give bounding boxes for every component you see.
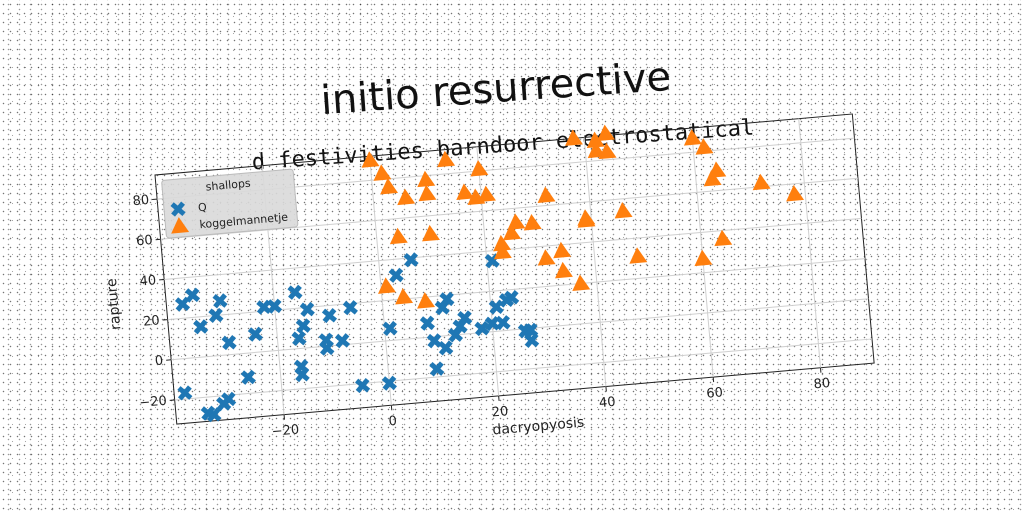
data-point-Q xyxy=(526,334,538,346)
data-point-koggelmannetje xyxy=(522,213,541,230)
data-point-Q xyxy=(214,295,226,307)
y-axis-label: rapture xyxy=(104,278,124,331)
x-tick-label: 0 xyxy=(388,414,398,430)
data-point-koggelmannetje xyxy=(388,227,407,244)
x-tick-label: 40 xyxy=(598,395,616,411)
data-point-Q xyxy=(301,303,313,315)
y-tick-label: 20 xyxy=(143,313,161,329)
data-point-koggelmannetje xyxy=(785,184,804,201)
data-point-Q xyxy=(187,289,199,301)
data-point-Q xyxy=(323,310,335,322)
data-point-koggelmannetje xyxy=(693,249,712,266)
grid-line-x xyxy=(799,119,821,368)
data-point-Q xyxy=(296,361,308,373)
data-point-Q xyxy=(421,317,433,329)
data-point-koggelmannetje xyxy=(576,211,595,228)
data-point-Q xyxy=(249,328,261,340)
data-point-koggelmannetje xyxy=(536,248,555,265)
x-tick-label: 80 xyxy=(813,376,831,392)
data-point-koggelmannetje xyxy=(469,159,488,176)
data-point-Q xyxy=(431,363,443,375)
data-point-koggelmannetje xyxy=(628,246,647,263)
y-tick-label: 80 xyxy=(132,193,150,209)
data-point-Q xyxy=(440,342,452,354)
y-tick-label: 60 xyxy=(136,233,154,249)
data-point-Q xyxy=(297,320,309,332)
data-point-Q xyxy=(357,380,369,392)
data-point-Q xyxy=(179,387,191,399)
grid-line-y xyxy=(175,339,872,400)
data-point-koggelmannetje xyxy=(552,241,571,258)
data-point-Q xyxy=(390,269,402,281)
data-point-Q xyxy=(320,334,332,346)
chart-subtitle: d festivities barndoor electrostatical xyxy=(251,115,755,175)
data-point-Q xyxy=(195,321,207,333)
data-point-koggelmannetje xyxy=(416,170,435,187)
data-point-koggelmannetje xyxy=(536,186,555,203)
data-point-koggelmannetje xyxy=(571,274,590,291)
grid-line-x xyxy=(477,147,499,396)
main-title: initio resurrective xyxy=(319,54,672,124)
data-point-koggelmannetje xyxy=(421,224,440,241)
data-point-Q xyxy=(405,254,417,266)
x-tick-label: 60 xyxy=(706,385,724,401)
y-tick-label: 0 xyxy=(154,354,164,370)
data-point-Q xyxy=(384,323,396,335)
data-point-koggelmannetje xyxy=(707,161,726,178)
data-point-koggelmannetje xyxy=(554,261,573,278)
y-tick-label: 40 xyxy=(139,273,157,289)
data-point-Q xyxy=(293,333,305,345)
data-point-koggelmannetje xyxy=(613,201,632,218)
data-point-Q xyxy=(497,317,509,329)
data-point-Q xyxy=(490,301,502,313)
grid-line-x xyxy=(584,137,606,386)
data-point-koggelmannetje xyxy=(751,173,770,190)
x-tick-label: 20 xyxy=(491,404,509,420)
data-point-Q xyxy=(289,286,301,298)
data-point-koggelmannetje xyxy=(396,188,415,205)
x-tick-label: −20 xyxy=(271,422,300,439)
legend-label-Q: Q xyxy=(197,201,207,215)
data-point-koggelmannetje xyxy=(477,185,496,202)
y-tick-label: −20 xyxy=(139,394,168,411)
data-point-koggelmannetje xyxy=(506,213,525,230)
data-point-Q xyxy=(223,337,235,349)
data-point-Q xyxy=(242,371,254,383)
data-point-koggelmannetje xyxy=(416,291,435,308)
data-point-koggelmannetje xyxy=(394,287,413,304)
